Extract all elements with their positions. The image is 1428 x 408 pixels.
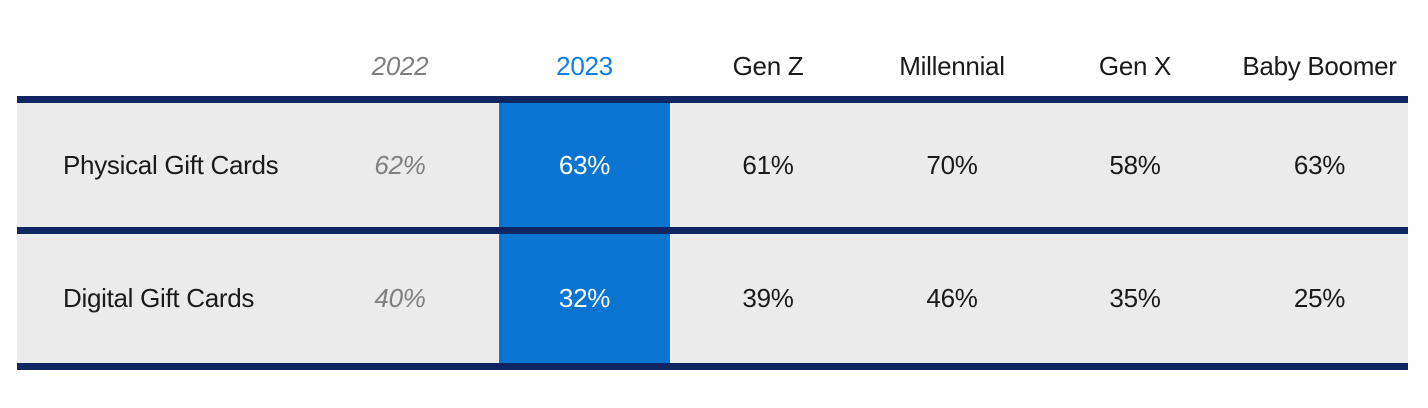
table-border-top [17,96,1408,103]
header-cell-2022: 2022 [302,0,498,96]
cell-physical-gen-z: 61% [671,103,865,227]
table-border-middle [17,227,1408,234]
header-cell-gen-z: Gen Z [671,0,865,96]
cell-digital-millennial: 46% [865,234,1039,363]
cell-physical-2023: 63% [498,103,671,227]
header-cell-2023: 2023 [498,0,671,96]
header-cell-millennial: Millennial [865,0,1039,96]
row-label-digital-gift-cards: Digital Gift Cards [17,234,302,363]
cell-physical-2022: 62% [302,103,498,227]
cell-digital-2023: 32% [498,234,671,363]
row-label-physical-gift-cards: Physical Gift Cards [17,103,302,227]
gift-card-table: 2022 2023 Gen Z Millennial Gen X Baby Bo… [17,0,1408,370]
header-spacer [17,0,302,96]
cell-digital-2022: 40% [302,234,498,363]
header-cell-baby-boomer: Baby Boomer [1231,0,1408,96]
header-cell-gen-x: Gen X [1039,0,1231,96]
cell-digital-gen-z: 39% [671,234,865,363]
cell-physical-millennial: 70% [865,103,1039,227]
cell-digital-gen-x: 35% [1039,234,1231,363]
cell-physical-baby-boomer: 63% [1231,103,1408,227]
cell-physical-gen-x: 58% [1039,103,1231,227]
table-border-bottom [17,363,1408,370]
cell-digital-baby-boomer: 25% [1231,234,1408,363]
